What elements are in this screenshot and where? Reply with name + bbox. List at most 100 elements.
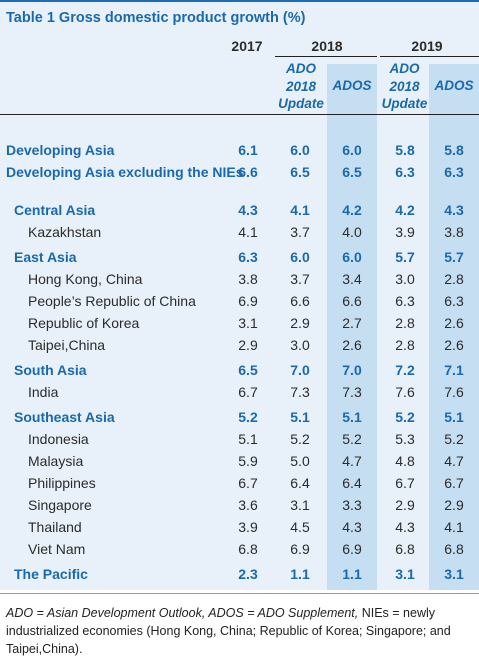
cell-ados-2018: 6.0 [342,142,362,158]
row-label: Indonesia [28,431,89,447]
footnote-rule [0,593,479,594]
cell-v2017: 3.1 [238,315,258,331]
cell-ado-2018: 7.3 [290,384,310,400]
cell-ado-2018: 5.2 [290,431,310,447]
table-row: Malaysia 5.9 5.0 4.7 4.8 4.7 [0,450,479,472]
cell-ados-2018: 6.6 [342,293,362,309]
cell-ado-2018: 7.0 [290,362,310,378]
table-title: Table 1 Gross domestic product growth (%… [6,10,306,26]
cell-ados-2019: 5.2 [444,431,464,447]
cell-ado-2018: 3.0 [290,337,310,353]
cell-ado-2019: 3.1 [395,566,415,582]
cell-ado-2018: 6.0 [290,249,310,265]
cell-ado-2019: 5.7 [395,249,415,265]
cell-ados-2019: 3.8 [444,224,464,240]
cell-v2017: 6.3 [238,249,258,265]
cell-ados-2018: 4.3 [342,519,362,535]
cell-ados-2018: 2.7 [342,315,362,331]
table-row: Philippines 6.7 6.4 6.4 6.7 6.7 [0,472,479,494]
row-label: Central Asia [14,202,96,218]
cell-ados-2019: 3.1 [444,566,464,582]
row-label: Southeast Asia [14,409,115,425]
cell-ados-2019: 7.1 [444,362,464,378]
footnote-definitions: ADO = Asian Development Outlook, ADOS = … [6,606,359,620]
cell-ados-2019: 6.3 [444,164,464,180]
cell-ados-2019: 2.6 [444,315,464,331]
header-ados-2018: ADOS [332,78,372,93]
cell-ado-2019: 6.8 [395,541,415,557]
header-ados-2019: ADOS [434,78,474,93]
cell-ado-2019: 2.9 [395,497,415,513]
table-row: Taipei,China 2.9 3.0 2.6 2.8 2.6 [0,334,479,356]
cell-ados-2019: 2.8 [444,271,464,287]
header-ado-2019-line3: Update [381,96,428,111]
cell-ado-2018: 3.1 [290,497,310,513]
cell-ado-2019: 3.9 [395,224,415,240]
cell-ados-2018: 3.4 [342,271,362,287]
row-label: Thailand [28,519,82,535]
cell-ados-2018: 4.0 [342,224,362,240]
table-row: Southeast Asia 5.2 5.1 5.1 5.2 5.1 [0,406,479,428]
table-row: Singapore 3.6 3.1 3.3 2.9 2.9 [0,494,479,516]
cell-ado-2019: 5.8 [395,142,415,158]
cell-v2017: 3.9 [238,519,258,535]
cell-ado-2018: 3.7 [290,271,310,287]
cell-ado-2018: 6.4 [290,475,310,491]
header-ado-2018-line3: Update [278,96,324,111]
cell-ados-2018: 5.1 [342,409,362,425]
cell-v2017: 5.1 [238,431,258,447]
cell-ados-2019: 4.7 [444,453,464,469]
header-rule-2018 [275,56,377,57]
cell-v2017: 3.8 [238,271,258,287]
cell-ados-2018: 5.2 [342,431,362,447]
cell-ados-2018: 7.0 [342,362,362,378]
row-label: Developing Asia [6,142,115,158]
cell-v2017: 6.6 [238,164,258,180]
cell-ado-2019: 5.3 [395,431,415,447]
header-ado-2019-line1: ADO [389,61,420,76]
row-label: Taipei,China [28,337,106,353]
cell-ado-2018: 4.1 [290,202,310,218]
header-rule-2019 [380,56,479,57]
cell-ados-2018: 4.2 [342,202,362,218]
header-ado-2018-update: ADO 2018 Update [276,60,326,113]
table-row: People’s Republic of China 6.9 6.6 6.6 6.3 6.… [0,290,479,312]
cell-ado-2018: 3.7 [290,224,310,240]
cell-ados-2018: 6.5 [342,164,362,180]
row-label: Developing Asia excluding the NIEs [6,164,244,180]
header-ado-2018-line2: 2018 [285,78,317,94]
table-row: Central Asia 4.3 4.1 4.2 4.2 4.3 [0,199,479,221]
cell-ados-2018: 6.0 [342,249,362,265]
cell-ados-2018: 6.4 [342,475,362,491]
footnote-nie-definition: NIEs = newly industrialized economies (H… [6,606,451,656]
cell-ados-2019: 4.1 [444,519,464,535]
table-row: India 6.7 7.3 7.3 7.6 7.6 [0,381,479,403]
row-label: Philippines [28,475,96,491]
table-footnote: ADO = Asian Development Outlook, ADOS = … [6,604,474,658]
cell-ado-2018: 6.5 [290,164,310,180]
cell-ados-2019: 5.1 [444,409,464,425]
row-label: Republic of Korea [28,315,140,331]
table-row: Viet Nam 6.8 6.9 6.9 6.8 6.8 [0,538,479,560]
cell-ado-2018: 4.5 [290,519,310,535]
cell-v2017: 5.2 [238,409,258,425]
row-label: Viet Nam [28,541,86,557]
cell-v2017: 6.7 [238,475,258,491]
cell-ados-2018: 1.1 [342,566,362,582]
table-body [0,34,479,590]
cell-v2017: 6.5 [238,362,258,378]
cell-ado-2018: 5.1 [290,409,310,425]
cell-ado-2019: 6.7 [395,475,415,491]
cell-ados-2018: 6.9 [342,541,362,557]
cell-ados-2019: 5.8 [444,142,464,158]
cell-ados-2018: 7.3 [342,384,362,400]
row-label: East Asia [14,249,77,265]
header-year-2017: 2017 [231,38,263,54]
table-row: Indonesia 5.1 5.2 5.2 5.3 5.2 [0,428,479,450]
cell-ado-2019: 4.3 [395,519,415,535]
cell-ado-2019: 6.3 [395,293,415,309]
cell-ados-2019: 2.9 [444,497,464,513]
header-year-2019: 2019 [411,38,443,54]
cell-ados-2019: 6.8 [444,541,464,557]
row-label: Hong Kong, China [28,271,143,287]
